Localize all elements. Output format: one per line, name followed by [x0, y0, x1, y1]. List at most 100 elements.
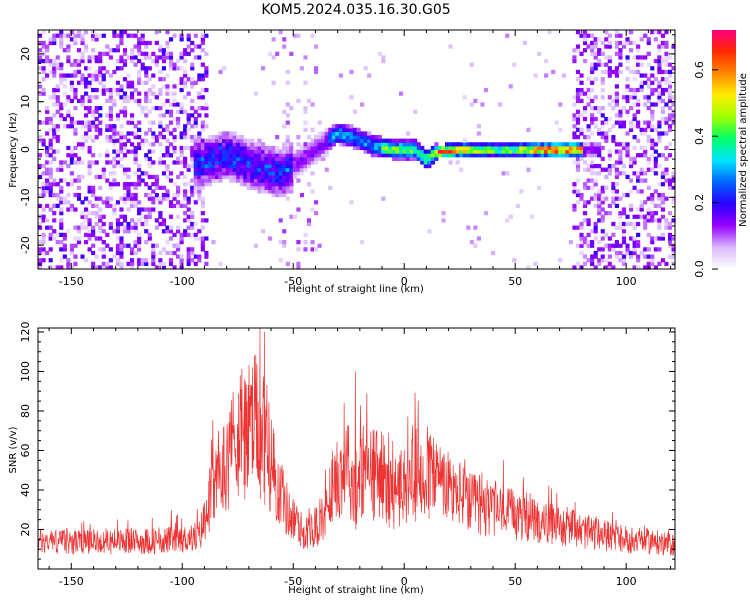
spectrogram-cell: [161, 218, 166, 223]
spectrogram-cell: [614, 167, 619, 172]
spectrogram-cell: [590, 178, 595, 183]
spectrogram-cell: [204, 160, 209, 165]
spectrogram-cell: [179, 203, 184, 209]
spectrogram-cell: [137, 240, 142, 245]
spectrogram-cell: [352, 145, 358, 151]
spectrogram-cell: [282, 167, 287, 172]
spectrogram-cell: [76, 236, 82, 241]
spectrogram-cell: [278, 240, 283, 245]
spectrogram-cell: [657, 153, 662, 158]
spectrogram-cell: [618, 33, 623, 38]
spectrogram-cell: [459, 153, 464, 158]
spectrogram-cell: [600, 87, 605, 93]
spectrogram-cell: [328, 142, 333, 147]
spectrogram-cell: [264, 149, 269, 154]
spectrogram-cell: [179, 153, 184, 158]
spectrogram-cell: [239, 160, 244, 165]
spectrogram-cell: [59, 167, 64, 172]
spectrogram-cell: [137, 167, 142, 172]
spectrogram-cell: [158, 214, 163, 219]
spectrogram-cell: [643, 102, 648, 107]
spectrogram-cell: [398, 156, 404, 161]
spectrogram-cell: [289, 178, 294, 183]
spectrogram-cell: [193, 261, 198, 266]
spectrogram-cell: [62, 77, 67, 82]
spectrogram-cell: [554, 149, 559, 154]
spectrogram-cell: [657, 135, 662, 140]
spectrogram-cell: [437, 153, 443, 158]
spectrogram-cell: [667, 62, 673, 67]
spectrogram-cell: [667, 73, 673, 78]
spectrogram-cell: [137, 243, 142, 248]
spectrogram-cell: [122, 109, 128, 114]
spectrogram-cell: [632, 171, 637, 176]
spectrogram-cell: [611, 135, 616, 140]
spectrogram-cell: [154, 30, 159, 35]
spectrogram-cell: [600, 200, 605, 205]
spectrogram-cell: [434, 156, 439, 161]
spectrogram-cell: [636, 232, 641, 238]
spectrogram-cell: [459, 167, 464, 172]
spectrogram-cell: [519, 142, 524, 147]
spectrogram-cell: [144, 73, 149, 78]
spectrogram-cell: [84, 218, 89, 223]
spectrogram-cell: [130, 91, 135, 96]
spectrogram-cell: [91, 113, 96, 118]
spectrogram-cell: [186, 120, 191, 125]
spectrogram-cell: [144, 229, 149, 234]
spectrogram-cell: [229, 145, 234, 151]
spectrogram-cell: [222, 174, 227, 180]
spectrogram-cell: [469, 62, 474, 67]
spectrogram-cell: [363, 149, 368, 154]
spectrogram-cell: [176, 189, 181, 194]
spectrogram-cell: [600, 51, 605, 56]
spectrogram-cell: [650, 240, 655, 245]
spectrogram-cell: [151, 258, 156, 263]
spectrogram-cell: [158, 160, 163, 165]
spectrogram-cell: [80, 160, 85, 165]
spectrogram-cell: [324, 145, 329, 151]
spectrogram-cell: [632, 214, 637, 219]
spectrogram-cell: [643, 178, 648, 183]
spectrogram-cell: [80, 124, 85, 129]
spectrogram-cell: [52, 91, 57, 96]
spectrogram-cell: [660, 109, 665, 114]
spectrogram-cell: [278, 160, 283, 165]
spectrogram-cell: [250, 171, 255, 176]
spectrogram-cell: [133, 55, 138, 60]
spectrogram-cell: [639, 84, 644, 89]
spectrogram-cell: [459, 149, 464, 154]
spectrogram-cell: [66, 95, 71, 100]
spectrogram-cell: [101, 200, 106, 205]
spectrogram-cell: [604, 174, 609, 180]
spectrogram-cell: [176, 120, 181, 125]
spectrogram-cell: [119, 254, 124, 259]
spectrogram-cell: [69, 250, 74, 256]
spectrogram-cell: [643, 221, 648, 227]
spectrogram-cell: [190, 189, 195, 194]
spectrogram-cell: [639, 131, 644, 136]
spectrogram-cell: [105, 261, 110, 266]
spectrogram-cell: [193, 254, 198, 259]
spectrogram-cell: [87, 73, 92, 78]
spectrogram-cell: [91, 48, 96, 53]
spectrogram-cell: [381, 138, 386, 143]
spectrogram-cell: [423, 153, 428, 158]
spectrogram-cell: [45, 145, 50, 151]
spectrogram-cell: [87, 218, 92, 223]
spectrogram-cell: [282, 142, 287, 147]
spectrogram-cell: [660, 232, 665, 238]
spectrogram-cell: [101, 229, 106, 234]
spectrogram-cell: [636, 207, 641, 212]
spectrogram-cell: [575, 261, 581, 266]
spectrogram-cell: [122, 196, 128, 201]
spectrogram-cell: [45, 153, 50, 158]
spectrogram-cell: [455, 145, 460, 151]
spectrogram-cell: [200, 153, 205, 158]
spectrogram-cell: [151, 51, 156, 56]
spectrogram-cell: [614, 91, 619, 96]
spectrogram-cell: [80, 211, 85, 216]
spectrogram-cell: [441, 218, 446, 223]
spectrogram-cell: [632, 91, 637, 96]
spectrogram-cell: [473, 98, 478, 104]
